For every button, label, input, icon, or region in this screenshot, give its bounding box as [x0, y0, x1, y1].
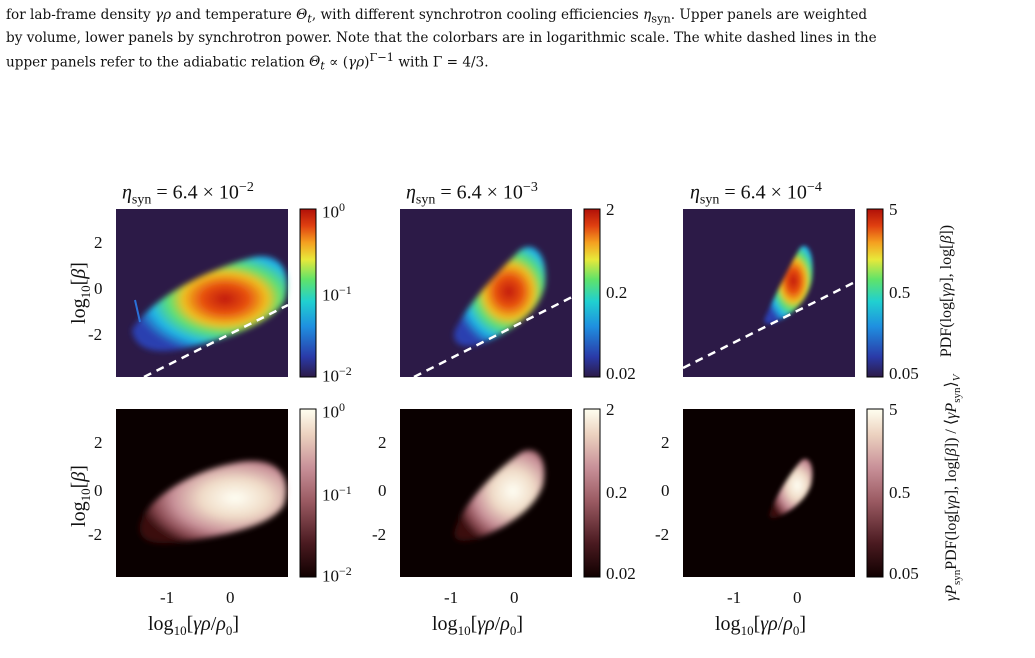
panel-top-2	[400, 209, 573, 379]
title-col-2: ηsyn = 6.4 × 10−3	[406, 180, 538, 208]
ytick: 0	[661, 481, 670, 500]
ytick: 2	[94, 233, 103, 252]
ytick: -2	[655, 525, 670, 544]
cbar-tick: 10−2	[322, 364, 352, 386]
ytick: -2	[372, 525, 387, 544]
ytick: -2	[88, 525, 103, 544]
cbar-tick: 100	[322, 200, 345, 222]
xtick: 0	[793, 588, 802, 607]
panel-bottom-1	[116, 409, 288, 577]
ytick: 0	[378, 481, 387, 500]
cbar-tick: 2	[606, 200, 615, 219]
colorbar-top-3	[866, 208, 884, 378]
title-col-1: ηsyn = 6.4 × 10−2	[122, 180, 254, 208]
cbar-tick: 0.02	[606, 564, 636, 583]
xtick: -1	[727, 588, 742, 607]
figure-caption: for lab-frame density γρ and temperature…	[6, 6, 1030, 76]
caption-line-1: for lab-frame density γρ and temperature…	[6, 7, 868, 26]
ytick: 2	[378, 433, 387, 452]
colorbar-label-top: PDF(log[γρ], log[β])	[938, 224, 955, 358]
cbar-tick: 0.02	[606, 364, 636, 383]
panel-bottom-3	[683, 409, 855, 577]
ytick: 0	[94, 481, 103, 500]
colorbar-bottom-2	[583, 408, 601, 578]
colorbar-label-bottom: γPsynPDF(log[γρ], log[β]) / ⟨γPsyn⟩V	[942, 374, 964, 602]
ytick: 0	[94, 279, 103, 298]
title-col-3: ηsyn = 6.4 × 10−4	[690, 180, 822, 208]
colorbar-top-1	[299, 208, 317, 378]
cbar-tick: 0.5	[889, 283, 911, 302]
xlabel-col-2: log10[γρ/ρ0]	[432, 613, 524, 638]
panel-top-1	[116, 209, 289, 379]
xtick: 0	[226, 588, 235, 607]
colorbar-bottom-1	[299, 408, 317, 578]
cbar-tick: 10−1	[322, 483, 352, 505]
cbar-tick: 0.05	[889, 364, 919, 383]
colorbar-top-2	[583, 208, 601, 378]
xtick: -1	[444, 588, 459, 607]
cbar-tick: 5	[889, 400, 898, 419]
cbar-tick: 0.5	[889, 483, 911, 502]
cbar-tick: 10−1	[322, 283, 352, 305]
cbar-tick: 2	[606, 400, 615, 419]
ytick: 2	[94, 433, 103, 452]
cbar-tick: 100	[322, 400, 345, 422]
panel-bottom-2	[400, 409, 572, 577]
cbar-tick: 0.2	[606, 283, 628, 302]
xlabel-col-1: log10[γρ/ρ0]	[148, 613, 240, 638]
panel-top-3	[682, 209, 856, 377]
cbar-tick: 0.2	[606, 483, 628, 502]
adiabatic-line-3	[682, 280, 856, 370]
ytick: 2	[661, 433, 670, 452]
xlabel-col-3: log10[γρ/ρ0]	[715, 613, 807, 638]
cbar-tick: 0.05	[889, 564, 919, 583]
xtick: 0	[510, 588, 519, 607]
colorbar-bottom-3	[866, 408, 884, 578]
adiabatic-line-2	[413, 295, 573, 379]
cbar-tick: 10−2	[322, 564, 352, 586]
xtick: -1	[160, 588, 175, 607]
caption-line-2: by volume, lower panels by synchrotron p…	[6, 29, 877, 46]
cbar-tick: 5	[889, 200, 898, 219]
ytick: -2	[88, 325, 103, 344]
caption-line-3: upper panels refer to the adiabatic rela…	[6, 49, 489, 73]
